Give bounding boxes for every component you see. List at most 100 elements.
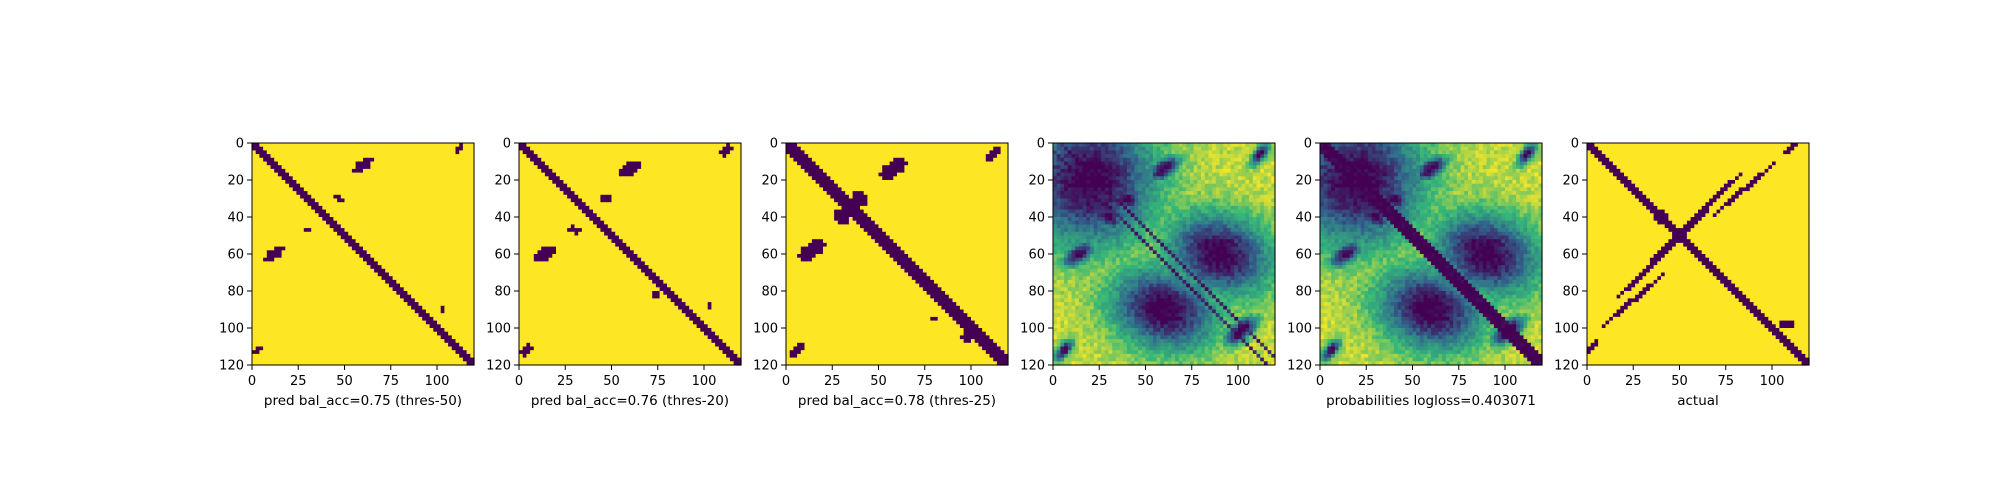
heatmap-cell (307, 183, 312, 188)
heatmap-cell (678, 168, 683, 174)
heatmap-cell (403, 157, 408, 163)
heatmap-cell (377, 350, 383, 355)
heatmap-cell (600, 165, 605, 170)
heatmap-cell (270, 342, 275, 348)
heatmap-cell (318, 350, 323, 355)
heatmap-cell (374, 335, 379, 340)
heatmap-cell (737, 180, 742, 185)
heatmap-cell (340, 265, 346, 270)
heatmap-cell (711, 205, 716, 211)
heatmap-cell (381, 209, 386, 214)
heatmap-cell (437, 305, 442, 311)
heatmap-cell (418, 283, 423, 288)
heatmap-cell (537, 202, 542, 207)
heatmap-cell (266, 180, 272, 185)
heatmap-cell (578, 224, 583, 229)
heatmap-cell (337, 276, 342, 281)
heatmap-cell (303, 143, 309, 148)
heatmap-cell (311, 228, 316, 233)
heatmap-cell (388, 283, 394, 288)
heatmap-cell (337, 346, 342, 351)
heatmap-cell (307, 350, 312, 355)
heatmap-cell (470, 283, 475, 288)
heatmap-cell (462, 265, 468, 270)
heatmap-cell (411, 228, 416, 233)
heatmap-cell (704, 187, 709, 192)
heatmap-cell (311, 176, 316, 181)
heatmap-cell (418, 309, 423, 314)
heatmap-cell (451, 168, 457, 174)
heatmap-cell (274, 231, 279, 237)
heatmap-cell (411, 191, 416, 196)
heatmap-cell (292, 346, 297, 351)
heatmap-cell (355, 346, 360, 351)
heatmap-cell (556, 157, 561, 163)
heatmap-cell (433, 242, 438, 248)
heatmap-cell (318, 150, 323, 155)
heatmap-cell (385, 294, 390, 299)
heatmap-cell (407, 265, 412, 270)
heatmap-cell (277, 342, 283, 348)
heatmap-cell (678, 183, 683, 188)
heatmap-cell (318, 339, 323, 344)
heatmap-cell (407, 361, 412, 366)
heatmap-cell (370, 154, 375, 159)
heatmap-cell (385, 224, 390, 229)
heatmap-cell (255, 143, 260, 148)
heatmap-cell (300, 335, 305, 340)
heatmap-cell (470, 298, 475, 303)
heatmap-cell (556, 224, 561, 229)
heatmap-cell (648, 143, 653, 148)
heatmap-cell (530, 157, 535, 163)
heatmap-cell (715, 154, 720, 159)
heatmap-cell (455, 231, 460, 237)
heatmap-cell (451, 265, 457, 270)
heatmap-cell (414, 283, 420, 288)
heatmap-cell (344, 168, 349, 174)
heatmap-cell (277, 254, 283, 259)
heatmap-cell (355, 272, 360, 277)
heatmap-cell (359, 257, 364, 262)
heatmap-cell (618, 150, 624, 155)
heatmap-cell (366, 324, 371, 329)
heatmap-cell (644, 224, 650, 229)
heatmap-cell (326, 202, 331, 207)
heatmap-cell (363, 302, 368, 307)
heatmap-cell (700, 205, 705, 211)
heatmap-cell (552, 191, 557, 196)
heatmap-cell (470, 316, 475, 322)
heatmap-cell (414, 250, 420, 255)
heatmap-cell (300, 198, 305, 203)
heatmap-cell (559, 143, 564, 148)
heatmap-cell (296, 342, 301, 348)
heatmap-cell (400, 331, 405, 336)
heatmap-cell (318, 209, 323, 214)
heatmap-cell (519, 202, 524, 207)
heatmap-cell (314, 361, 320, 366)
heatmap-cell (696, 165, 701, 170)
heatmap-cell (400, 272, 405, 277)
heatmap-cell (552, 157, 557, 163)
heatmap-cell (530, 183, 535, 188)
heatmap-cell (355, 239, 360, 244)
heatmap-cell (300, 320, 305, 325)
heatmap-cell (329, 235, 334, 240)
heatmap-cell (444, 168, 449, 174)
heatmap-cell (630, 205, 635, 211)
heatmap-cell (418, 172, 423, 177)
heatmap-cell (418, 205, 423, 211)
heatmap-cell (563, 146, 568, 151)
heatmap-cell (570, 202, 576, 207)
heatmap-cell (274, 342, 279, 348)
heatmap-cell (607, 220, 613, 225)
heatmap-cell (433, 235, 438, 240)
heatmap-cell (444, 324, 449, 329)
heatmap-cell (322, 335, 327, 340)
heatmap-cell (411, 283, 416, 288)
heatmap-cell (541, 187, 546, 192)
heatmap-cell (692, 157, 698, 163)
heatmap-cell (437, 198, 442, 203)
heatmap-cell (344, 154, 349, 159)
heatmap-cell (270, 279, 275, 285)
heatmap-cell (670, 194, 675, 200)
